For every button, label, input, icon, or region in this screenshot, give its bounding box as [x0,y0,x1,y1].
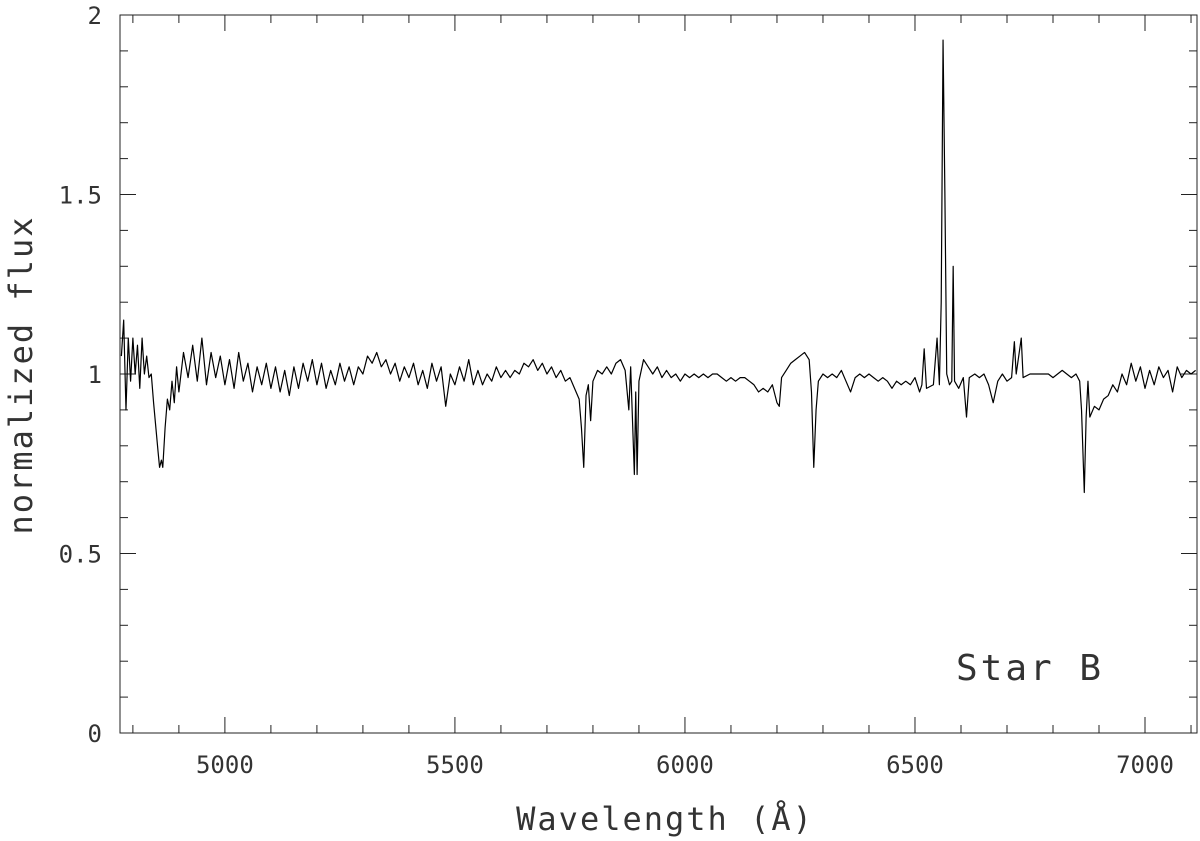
y-tick-label: 2 [88,2,102,30]
spectrum-line [120,39,1196,494]
annotation: Star B [956,648,1104,689]
x-tick-label: 5500 [426,751,484,779]
x-tick-label: 6000 [656,751,714,779]
y-tick-label: 1.5 [59,182,102,210]
y-tick-label: 0 [88,720,102,748]
y-tick-label: 1 [88,361,102,389]
x-axis-title: Wavelength (Å) [516,800,814,838]
y-axis-title: normalized flux [2,216,40,535]
x-tick-label: 5000 [196,751,254,779]
x-tick-label: 6500 [886,751,944,779]
y-tick-label: 0.5 [59,541,102,569]
x-tick-label: 7000 [1116,751,1174,779]
